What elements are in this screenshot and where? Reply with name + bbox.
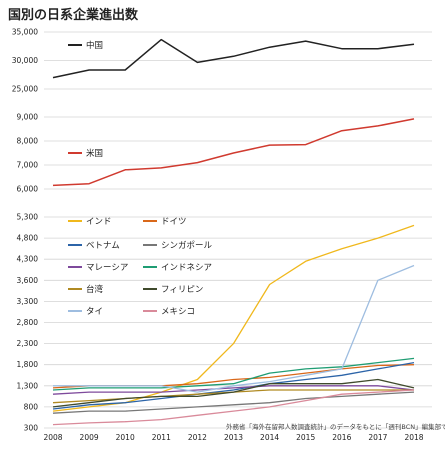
y-tick-label: 1,800 (17, 360, 39, 369)
x-tick-label: 2013 (224, 433, 243, 442)
y-tick-label: 6,000 (17, 185, 39, 194)
y-tick-label: 2,800 (17, 318, 39, 327)
legend-label: シンガポール (161, 240, 213, 251)
y-tick-label: 35,000 (12, 28, 38, 37)
series-line (52, 357, 415, 391)
y-tick-label: 2,300 (17, 339, 39, 348)
y-tick-label: 1,300 (17, 381, 39, 390)
y-tick-label: 300 (24, 424, 39, 433)
y-tick-label: 3,600 (17, 276, 39, 285)
y-tick-label: 25,000 (12, 85, 38, 94)
series-line (52, 38, 415, 79)
x-tick-label: 2011 (152, 433, 171, 442)
y-tick-label: 7,000 (17, 161, 39, 170)
x-tick-label: 2015 (296, 433, 315, 442)
series-line (52, 118, 415, 187)
chart-title: 国別の日系企業進出数 (8, 8, 139, 23)
x-tick-label: 2010 (116, 433, 135, 442)
series-line (52, 224, 415, 412)
series-line (52, 364, 415, 389)
legend-label: フィリピン (161, 285, 203, 295)
x-tick-label: 2012 (188, 433, 207, 442)
x-tick-label: 2018 (404, 433, 423, 442)
y-tick-label: 30,000 (12, 56, 38, 65)
y-tick-label: 800 (24, 402, 39, 411)
y-tick-label: 5,300 (17, 213, 39, 222)
legend-label: マレーシア (86, 263, 128, 273)
y-tick-label: 9,000 (17, 113, 39, 122)
legend-label: 中国 (86, 40, 103, 51)
series-line (52, 391, 415, 414)
x-tick-label: 2009 (80, 433, 99, 442)
series-line (52, 378, 415, 408)
legend-label: メキシコ (161, 307, 195, 317)
legend-label: ドイツ (161, 217, 187, 227)
series-line (53, 264, 415, 393)
source-note: 外務省「海外在留邦人数調査統計」のデータをもとに「週刊BCN」編集部で作成 (226, 423, 445, 431)
y-tick-label: 8,000 (17, 137, 39, 146)
legend-label: 台湾 (86, 284, 104, 295)
x-tick-label: 2014 (260, 433, 279, 442)
legend-label: インドネシア (161, 263, 212, 273)
x-tick-label: 2008 (43, 433, 62, 442)
legend-label: ベトナム (86, 241, 120, 251)
series-line (52, 389, 415, 426)
x-tick-label: 2017 (368, 433, 387, 442)
series-line (52, 385, 415, 395)
series-line (52, 361, 415, 410)
x-tick-label: 2016 (332, 433, 351, 442)
y-tick-label: 4,800 (17, 234, 39, 243)
legend-label: タイ (86, 307, 103, 317)
y-tick-label: 4,300 (17, 255, 39, 264)
legend-label: 米国 (86, 148, 103, 159)
legend-label: インド (86, 217, 112, 227)
y-tick-label: 3,300 (17, 297, 39, 306)
